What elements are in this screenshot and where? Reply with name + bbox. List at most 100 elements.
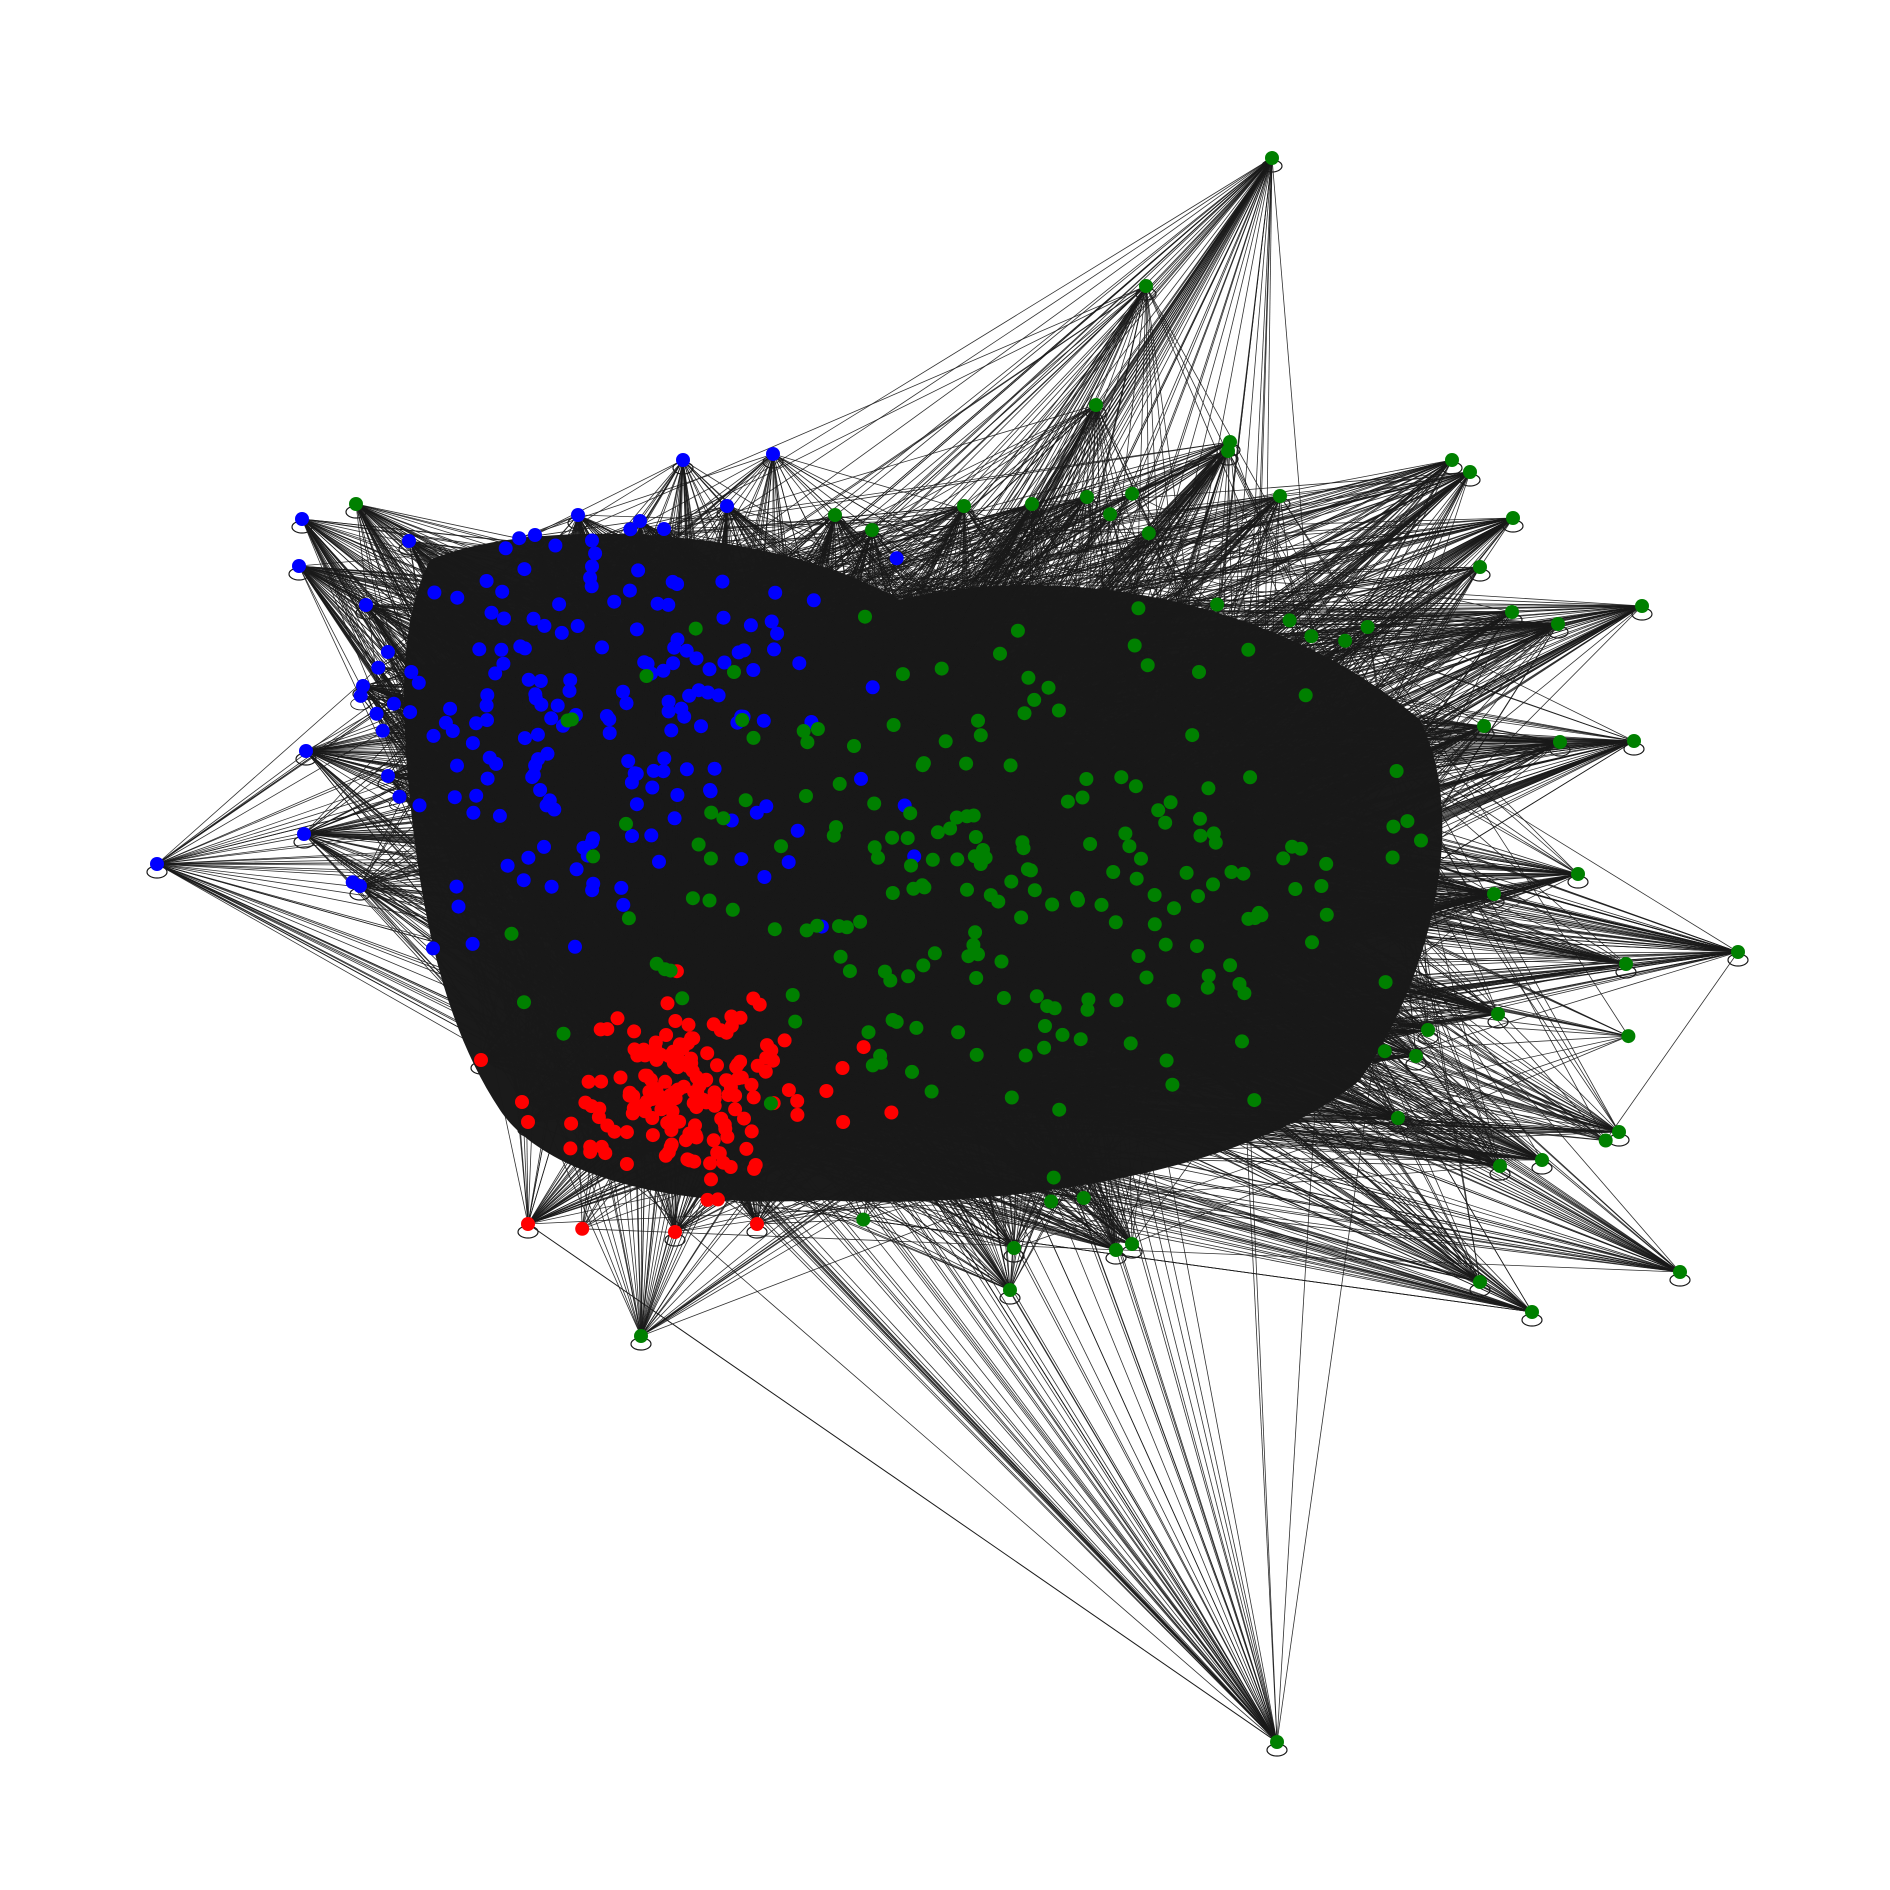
edge xyxy=(1116,1000,1278,1743)
edge xyxy=(753,998,1501,1167)
edge xyxy=(1082,404,1097,798)
edge xyxy=(1138,607,1579,875)
edge xyxy=(1129,845,1417,1057)
edge xyxy=(589,1146,1278,1743)
edge xyxy=(764,873,1579,878)
edge xyxy=(1109,513,1627,965)
edge xyxy=(1101,904,1681,1273)
edge xyxy=(1024,713,1117,1251)
edge xyxy=(1249,157,1273,778)
edge xyxy=(1367,626,1481,1283)
edge xyxy=(1076,740,1635,899)
edge xyxy=(726,1032,1533,1313)
edge xyxy=(924,887,1429,1031)
edge xyxy=(1244,992,1399,1119)
edge xyxy=(1022,404,1097,843)
edge xyxy=(1276,821,1408,1743)
edge xyxy=(609,718,1499,1015)
edge xyxy=(1058,710,1681,1273)
edge xyxy=(753,1097,1117,1251)
edge xyxy=(1145,285,1290,621)
edge xyxy=(773,404,1097,650)
edge xyxy=(1010,765,1417,1057)
edge xyxy=(772,1060,1543,1161)
edge xyxy=(298,565,913,1073)
edge xyxy=(692,1038,1278,1743)
edge xyxy=(1289,620,1579,875)
edge xyxy=(1067,157,1273,802)
edge xyxy=(640,1199,708,1337)
edge xyxy=(1017,630,1278,1743)
edge xyxy=(671,1129,1278,1743)
edge xyxy=(1082,797,1117,1251)
edge xyxy=(156,863,657,1052)
edge xyxy=(754,1131,1620,1170)
edge xyxy=(1396,770,1501,1167)
edge xyxy=(690,1058,1543,1161)
edge xyxy=(765,1071,1278,1743)
edge xyxy=(956,817,1117,1251)
edge xyxy=(524,737,1278,1743)
edge xyxy=(569,623,1559,692)
edge xyxy=(671,566,1481,731)
edge xyxy=(891,1112,1399,1119)
edge xyxy=(692,1070,1278,1743)
edge xyxy=(1261,915,1417,1057)
edge xyxy=(1227,450,1607,1141)
edge xyxy=(1148,533,1399,1119)
edge xyxy=(840,956,1533,1313)
edge xyxy=(890,623,1559,981)
edge xyxy=(1058,404,1097,1110)
edge xyxy=(834,514,1187,874)
edge xyxy=(301,518,420,806)
edge xyxy=(777,623,1559,634)
edge xyxy=(1186,872,1499,1015)
edge xyxy=(1420,623,1559,841)
edge xyxy=(1215,842,1417,1057)
edge xyxy=(724,662,1561,743)
edge xyxy=(799,157,1273,664)
edge xyxy=(643,1049,1681,1273)
edge xyxy=(685,1139,1278,1743)
edge xyxy=(974,931,1543,1161)
edge xyxy=(1215,157,1273,843)
edge xyxy=(1046,1005,1133,1245)
edge xyxy=(1248,649,1579,875)
edge xyxy=(723,1162,1278,1743)
edge xyxy=(1131,493,1635,742)
edge xyxy=(863,1219,1533,1313)
edge xyxy=(1003,997,1278,1743)
edge xyxy=(879,1055,1133,1245)
edge xyxy=(1605,951,1739,1141)
edge xyxy=(1289,620,1501,1167)
edge xyxy=(1166,1055,1417,1061)
edge xyxy=(737,1064,1278,1743)
edge xyxy=(896,558,1278,1743)
edge xyxy=(941,668,1543,1161)
edge xyxy=(1393,826,1417,1057)
edge xyxy=(1112,871,1278,1743)
edge xyxy=(674,404,1097,649)
edge xyxy=(671,740,1635,1131)
edge xyxy=(1031,503,1217,843)
edge xyxy=(849,970,1015,1249)
edge xyxy=(896,557,1643,607)
edge xyxy=(696,404,1097,659)
edge xyxy=(1344,640,1579,875)
edge xyxy=(1058,517,1514,711)
edge xyxy=(1031,503,1082,1040)
edge xyxy=(640,975,1209,1337)
edge xyxy=(650,835,1278,1743)
edge xyxy=(393,703,1399,1119)
edge xyxy=(156,863,634,1097)
edge xyxy=(784,1040,1117,1251)
edge xyxy=(1241,1041,1278,1743)
edge xyxy=(1325,863,1681,1273)
edge xyxy=(907,837,1278,1743)
edge xyxy=(298,565,1249,651)
edge xyxy=(966,404,1097,817)
edge xyxy=(679,963,1627,1049)
edge xyxy=(774,928,1278,1743)
edge xyxy=(301,518,1386,983)
edge xyxy=(1385,981,1417,1057)
